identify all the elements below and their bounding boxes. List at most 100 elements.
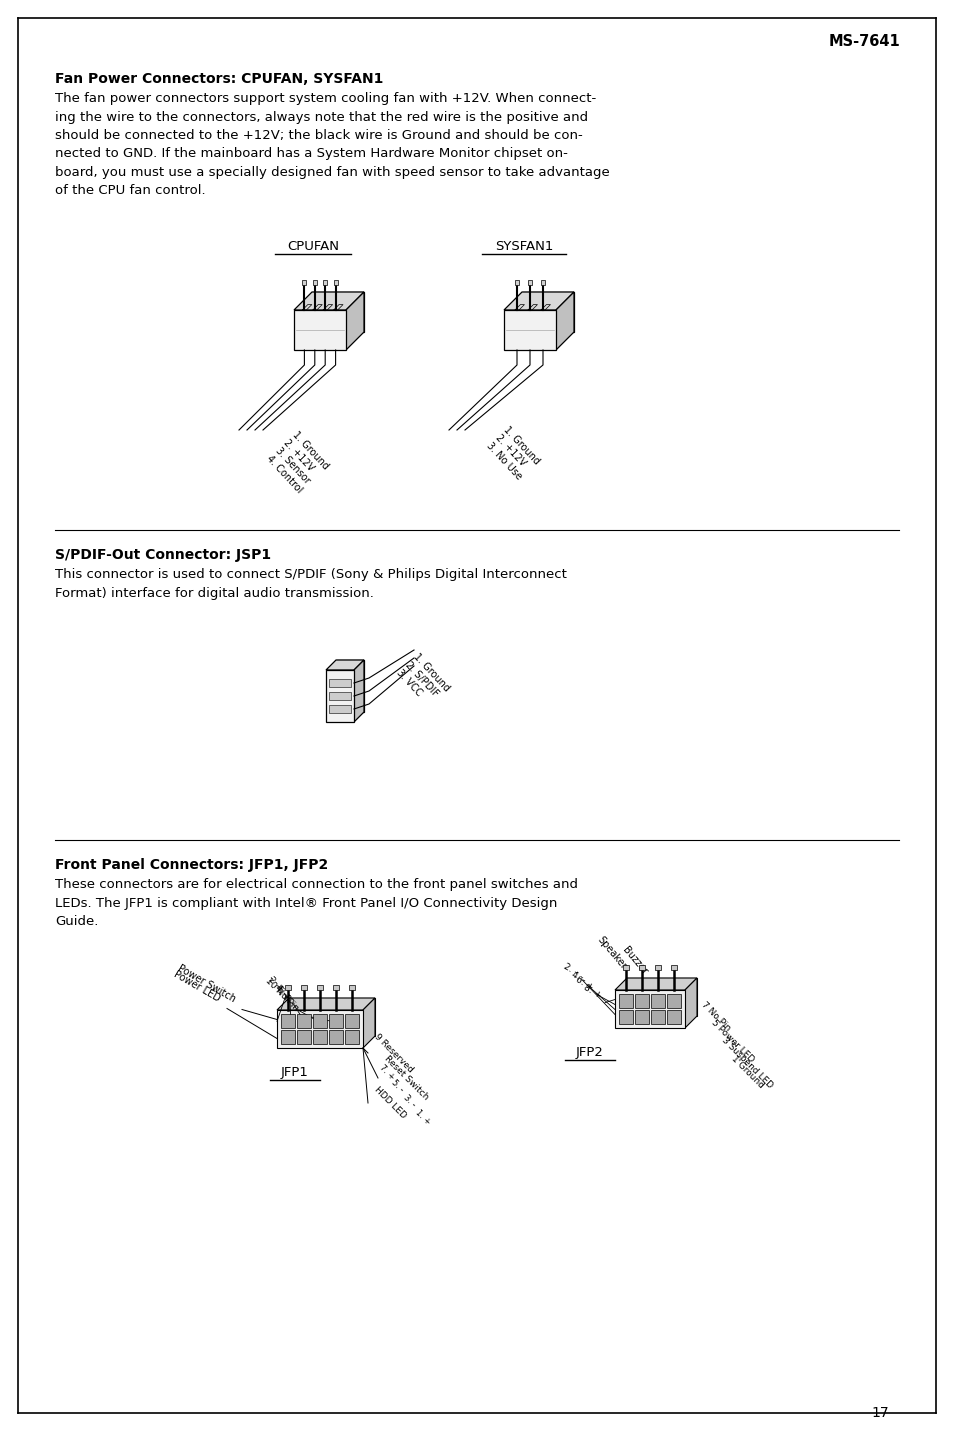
Text: This connector is used to connect S/PDIF (Sony & Philips Digital Interconnect: This connector is used to connect S/PDIF… (55, 568, 566, 581)
Text: The fan power connectors support system cooling fan with +12V. When connect-: The fan power connectors support system … (55, 92, 596, 104)
Text: 10 No Pin: 10 No Pin (263, 976, 299, 1013)
Text: Buzzer: Buzzer (619, 944, 648, 977)
Polygon shape (363, 997, 375, 1047)
Polygon shape (615, 977, 697, 990)
Polygon shape (329, 693, 351, 700)
Text: 1. Ground
2. +12V
3. Sensor
4. Control: 1. Ground 2. +12V 3. Sensor 4. Control (265, 429, 330, 495)
Text: 8. +: 8. + (581, 983, 602, 1000)
Text: should be connected to the +12V; the black wire is Ground and should be con-: should be connected to the +12V; the bla… (55, 129, 582, 142)
Text: 1. Ground
2. S/PDIF
3. VCC: 1. Ground 2. S/PDIF 3. VCC (395, 653, 452, 710)
Text: SYSFAN1: SYSFAN1 (495, 240, 553, 253)
Polygon shape (615, 990, 684, 1027)
Polygon shape (521, 292, 574, 332)
Text: These connectors are for electrical connection to the front panel switches and: These connectors are for electrical conn… (55, 879, 578, 892)
Polygon shape (618, 1010, 633, 1025)
Polygon shape (556, 292, 574, 351)
Text: 1. +: 1. + (414, 1108, 433, 1126)
Text: 5. -: 5. - (390, 1078, 405, 1093)
Text: 1. Ground
2. +12V
3. No Use: 1. Ground 2. +12V 3. No Use (484, 425, 541, 482)
Polygon shape (354, 660, 364, 723)
Polygon shape (296, 1030, 311, 1045)
Text: CPUFAN: CPUFAN (287, 240, 338, 253)
Polygon shape (323, 280, 327, 285)
Text: Format) interface for digital audio transmission.: Format) interface for digital audio tran… (55, 587, 374, 600)
Polygon shape (503, 292, 574, 311)
Text: 6. +: 6. + (574, 976, 595, 993)
Polygon shape (301, 985, 307, 990)
Polygon shape (313, 1015, 327, 1027)
Text: 2 +: 2 + (266, 976, 284, 993)
Polygon shape (635, 995, 648, 1007)
Polygon shape (276, 997, 375, 1010)
Polygon shape (618, 995, 633, 1007)
Polygon shape (302, 280, 306, 285)
Text: of the CPU fan control.: of the CPU fan control. (55, 185, 206, 197)
Polygon shape (349, 985, 355, 990)
Text: Power LED: Power LED (172, 969, 222, 1003)
Polygon shape (527, 280, 532, 285)
Polygon shape (276, 1010, 363, 1047)
Text: LEDs. The JFP1 is compliant with Intel® Front Panel I/O Connectivity Design: LEDs. The JFP1 is compliant with Intel® … (55, 896, 557, 910)
Text: 4 -: 4 - (274, 983, 288, 997)
Polygon shape (345, 1030, 358, 1045)
Polygon shape (281, 1030, 294, 1045)
Text: 17: 17 (870, 1407, 888, 1420)
Polygon shape (329, 1015, 343, 1027)
Text: JFP1: JFP1 (281, 1066, 309, 1079)
Text: nected to GND. If the mainboard has a System Hardware Monitor chipset on-: nected to GND. If the mainboard has a Sy… (55, 147, 567, 160)
Polygon shape (326, 660, 364, 670)
Polygon shape (312, 292, 364, 332)
Polygon shape (666, 995, 680, 1007)
Text: JFP2: JFP2 (576, 1046, 603, 1059)
Text: 1 Ground: 1 Ground (729, 1055, 765, 1090)
Polygon shape (670, 964, 677, 970)
Text: 5 Power LED: 5 Power LED (709, 1017, 756, 1065)
Polygon shape (655, 964, 660, 970)
Text: board, you must use a specially designed fan with speed sensor to take advantage: board, you must use a specially designed… (55, 166, 609, 179)
Polygon shape (289, 997, 375, 1036)
Polygon shape (329, 1030, 343, 1045)
Text: Guide.: Guide. (55, 914, 98, 927)
Text: 3. -: 3. - (401, 1093, 417, 1109)
Polygon shape (326, 670, 354, 723)
Polygon shape (515, 280, 518, 285)
Polygon shape (281, 1015, 294, 1027)
Polygon shape (650, 995, 664, 1007)
Text: 7. +: 7. + (377, 1063, 396, 1082)
Text: 6 +: 6 + (274, 985, 292, 1003)
Polygon shape (650, 1010, 664, 1025)
Polygon shape (313, 1030, 327, 1045)
Polygon shape (334, 280, 337, 285)
Text: ing the wire to the connectors, always note that the red wire is the positive an: ing the wire to the connectors, always n… (55, 110, 587, 123)
Text: Fan Power Connectors: CPUFAN, SYSFAN1: Fan Power Connectors: CPUFAN, SYSFAN1 (55, 72, 383, 86)
Text: Power Switch: Power Switch (175, 963, 236, 1005)
Polygon shape (635, 1010, 648, 1025)
Text: MS-7641: MS-7641 (827, 34, 899, 49)
Text: S/PDIF-Out Connector: JSP1: S/PDIF-Out Connector: JSP1 (55, 548, 271, 562)
Text: HDD LED: HDD LED (373, 1085, 408, 1120)
Polygon shape (316, 985, 323, 990)
Text: Front Panel Connectors: JFP1, JFP2: Front Panel Connectors: JFP1, JFP2 (55, 859, 328, 871)
Polygon shape (285, 985, 291, 990)
Polygon shape (329, 678, 351, 687)
Text: 3 Suspend LED: 3 Suspend LED (720, 1036, 774, 1090)
Polygon shape (540, 280, 544, 285)
Text: 2. -: 2. - (561, 962, 578, 976)
Text: 9 Reserved: 9 Reserved (373, 1032, 415, 1075)
Polygon shape (666, 1010, 680, 1025)
Polygon shape (626, 977, 697, 1016)
Text: Speaker: Speaker (595, 934, 627, 972)
Polygon shape (684, 977, 697, 1027)
Polygon shape (503, 311, 556, 351)
Polygon shape (346, 292, 364, 351)
Polygon shape (294, 292, 364, 311)
Polygon shape (335, 660, 364, 713)
Polygon shape (622, 964, 628, 970)
Text: 4. -: 4. - (569, 969, 586, 985)
Text: 7 No Pin: 7 No Pin (700, 1000, 732, 1033)
Polygon shape (639, 964, 644, 970)
Text: Reset Switch: Reset Switch (382, 1055, 430, 1102)
Text: 8 -: 8 - (281, 993, 295, 1007)
Polygon shape (345, 1015, 358, 1027)
Polygon shape (294, 311, 346, 351)
